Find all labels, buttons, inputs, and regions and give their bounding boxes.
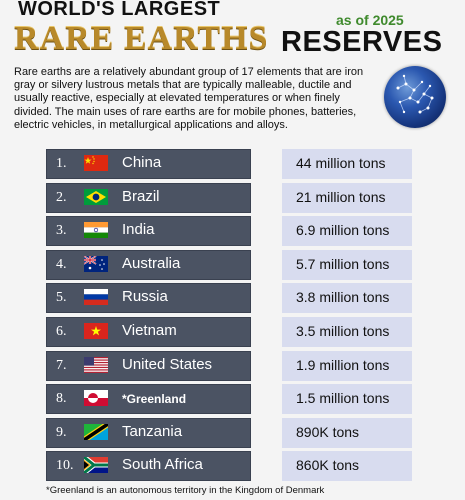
brazil-flag-icon (84, 188, 108, 205)
value-cell: 44 million tons (282, 149, 412, 179)
china-flag-icon (84, 155, 108, 171)
rank-label: 1. (56, 156, 67, 171)
country-label: South Africa (122, 456, 203, 474)
reserve-value-label: 21 million tons (296, 188, 386, 205)
rank-label: 2. (56, 189, 67, 205)
value-cell: 21 million tons (282, 182, 412, 213)
title-reserves: RESERVES (281, 26, 443, 58)
rank-label: 7. (56, 357, 67, 373)
value-cell: 1.9 million tons (282, 350, 412, 381)
country-cell: 10. South Africa (46, 451, 251, 482)
reserve-value-label: 860K tons (296, 457, 360, 474)
reserve-value-label: 1.9 million tons (296, 356, 390, 373)
value-cell: 3.8 million tons (282, 283, 412, 314)
country-label: Australia (122, 254, 181, 272)
country-cell: 9. Tanzania (46, 417, 251, 448)
country-label: Vietnam (122, 322, 177, 339)
rank-label: 5. (56, 290, 67, 306)
russia-flag-icon (84, 289, 108, 306)
reserve-value-label: 3.8 million tons (296, 289, 390, 306)
as-of-label: as of 2025 (336, 12, 404, 28)
rank-label: 8. (56, 391, 67, 407)
reserve-value-label: 5.7 million tons (296, 255, 390, 272)
country-cell: 3. India (46, 216, 251, 247)
rank-label: 10. (56, 458, 74, 474)
country-cell: 6. Vietnam (46, 317, 251, 347)
australia-flag-icon (84, 255, 108, 272)
country-cell: 7. United States (46, 350, 251, 381)
vietnam-flag-icon (84, 323, 108, 339)
reserve-value-label: 44 million tons (296, 155, 386, 171)
value-cell: 3.5 million tons (282, 317, 412, 347)
country-cell: 1. China (46, 149, 251, 179)
country-label: Tanzania (122, 422, 183, 440)
country-label: *Greenland (122, 392, 187, 407)
value-cell: 890K tons (282, 417, 412, 448)
value-cell: 1.5 million tons (282, 384, 412, 415)
country-cell: 8. *Greenland (46, 384, 251, 415)
rank-label: 3. (56, 223, 67, 239)
country-cell: 2. Brazil (46, 182, 251, 213)
country-label: Brazil (122, 187, 160, 205)
reserve-value-label: 890K tons (296, 423, 360, 440)
country-label: India (122, 221, 155, 239)
value-cell: 860K tons (282, 451, 412, 482)
greenland-flag-icon (84, 390, 108, 407)
footnote: *Greenland is an autonomous territory in… (46, 485, 325, 496)
country-label: United States (122, 355, 213, 373)
reserve-value-label: 6.9 million tons (296, 222, 390, 239)
india-flag-icon (84, 222, 108, 239)
country-cell: 5. Russia (46, 283, 251, 314)
rank-label: 4. (56, 256, 67, 272)
reserve-value-label: 3.5 million tons (296, 323, 390, 339)
country-cell: 4. Australia (46, 249, 251, 280)
usa-flag-icon (84, 356, 108, 373)
reserve-value-label: 1.5 million tons (296, 390, 390, 407)
title-line1: WORLD'S LARGEST (18, 0, 221, 20)
value-cell: 5.7 million tons (282, 249, 412, 280)
country-label: Russia (122, 288, 168, 306)
tanzania-flag-icon (84, 423, 108, 440)
title-main: RARE EARTHS (14, 20, 269, 57)
country-label: China (122, 154, 162, 171)
south-africa-flag-icon (84, 457, 108, 474)
value-cell: 6.9 million tons (282, 216, 412, 247)
rank-label: 9. (56, 424, 67, 440)
rank-label: 6. (56, 324, 67, 339)
description: Rare earths are a relatively abundant gr… (14, 66, 364, 131)
rare-earth-globe-icon (384, 66, 446, 128)
